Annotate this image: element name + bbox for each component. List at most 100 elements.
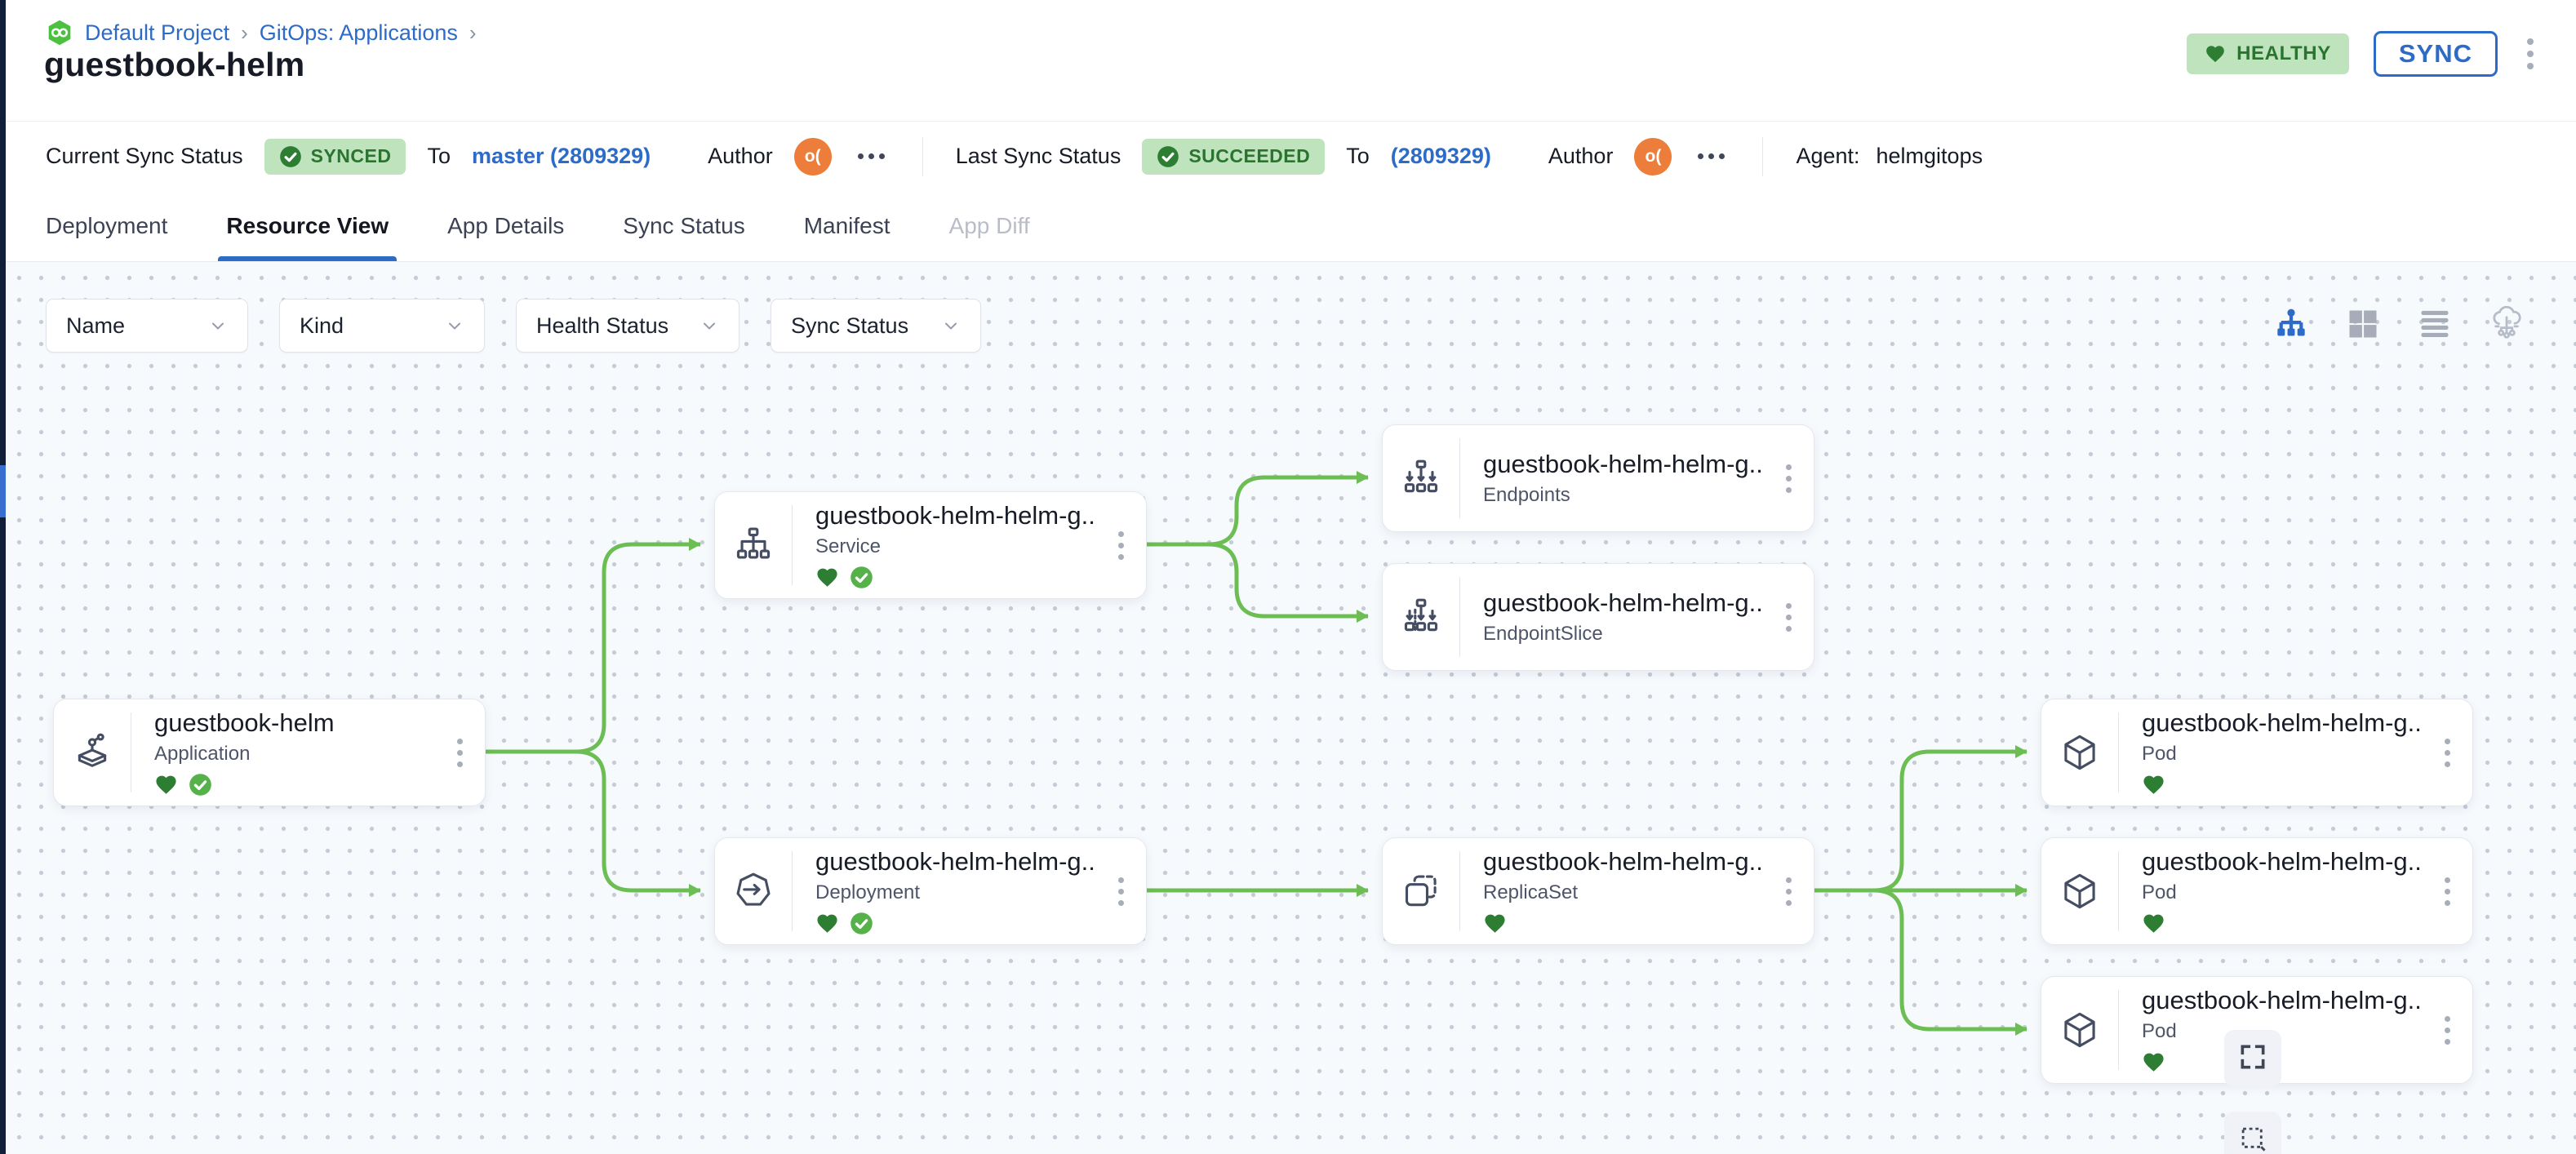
breadcrumb: Default Project › GitOps: Applications › (46, 16, 477, 49)
author-avatar[interactable]: o( (793, 137, 832, 175)
sync-status-bar: Current Sync Status SYNCED To master (28… (0, 121, 2576, 192)
chevron-down-icon (208, 316, 228, 335)
current-revision-link[interactable]: master (2809329) (472, 144, 651, 168)
node-menu-kebab[interactable] (2422, 977, 2472, 1083)
healthy-heart-icon (2142, 773, 2165, 797)
last-sync-kebab[interactable] (1693, 149, 1730, 164)
synced-check-icon (850, 566, 873, 589)
resource-kind: Pod (2142, 1020, 2177, 1042)
divider (2118, 990, 2119, 1070)
agent-label: Agent: (1796, 144, 1860, 168)
health-status-badge: HEALTHY (2187, 33, 2349, 74)
breadcrumb-gitops-applications[interactable]: GitOps: Applications (259, 20, 458, 45)
resource-node-deployment[interactable]: guestbook-helm-helm-g... Deployment (714, 837, 1147, 945)
synced-check-icon (850, 912, 873, 935)
cluster-view-icon[interactable] (2488, 305, 2525, 343)
resource-name: guestbook-helm-helm-g... (1483, 588, 1763, 617)
current-sync-section: Current Sync Status SYNCED To master (28… (46, 137, 890, 175)
node-menu-kebab[interactable] (1763, 838, 1814, 944)
left-nav-sliver[interactable] (0, 0, 6, 1154)
filter-kind[interactable]: Kind (279, 299, 485, 353)
application-icon (54, 699, 131, 806)
succeeded-badge: SUCCEEDED (1142, 138, 1326, 175)
divider (2118, 851, 2119, 931)
tab-app-details[interactable]: App Details (447, 213, 565, 238)
app-menu-kebab[interactable] (2522, 33, 2538, 74)
divider (1459, 577, 1460, 657)
resource-kind: ReplicaSet (1483, 881, 1579, 903)
heart-icon (2206, 46, 2224, 63)
resource-status-icons (1483, 912, 1763, 935)
sync-button[interactable]: SYNC (2373, 31, 2498, 77)
pod-icon (2041, 838, 2118, 944)
node-menu-kebab[interactable] (434, 699, 485, 806)
divider (922, 136, 923, 176)
left-nav-active-indicator (0, 465, 6, 517)
resource-status-icons (815, 912, 1095, 935)
deployment-icon (715, 838, 792, 944)
filter-sync-status[interactable]: Sync Status (771, 299, 981, 353)
tree-view-icon[interactable] (2272, 305, 2310, 343)
node-menu-kebab[interactable] (2422, 838, 2472, 944)
node-menu-kebab[interactable] (1763, 425, 1814, 531)
last-revision-link[interactable]: (2809329) (1390, 144, 1491, 168)
tab-resource-view[interactable]: Resource View (197, 191, 418, 261)
resource-name: guestbook-helm-helm-g... (1483, 450, 1763, 478)
healthy-heart-icon (2142, 912, 2165, 935)
node-menu-kebab[interactable] (1763, 564, 1814, 670)
fit-view-button[interactable] (2224, 1030, 2281, 1087)
breadcrumb-separator: › (469, 20, 477, 45)
tab-deployment[interactable]: Deployment (46, 213, 168, 238)
filter-health-status[interactable]: Health Status (516, 299, 739, 353)
filter-label: Health Status (536, 313, 669, 338)
filter-name[interactable]: Name (46, 299, 248, 353)
grid-view-icon[interactable] (2344, 305, 2382, 343)
tab-app-diff: App Diff (948, 213, 1030, 238)
service-icon (715, 492, 792, 598)
resource-node-pod-2[interactable]: guestbook-helm-helm-g... Pod (2041, 837, 2473, 945)
page-title: guestbook-helm (44, 46, 305, 83)
endpointslice-icon (1383, 564, 1459, 670)
resource-name: guestbook-helm-helm-g... (2142, 708, 2422, 737)
header-actions: HEALTHY SYNC (2187, 31, 2538, 77)
healthy-heart-icon (2142, 1050, 2165, 1074)
author-avatar[interactable]: o( (1634, 137, 1672, 175)
resource-node-endpoints[interactable]: guestbook-helm-helm-g... Endpoints (1382, 424, 1814, 532)
check-circle-icon (1157, 145, 1179, 167)
filter-label: Kind (300, 313, 344, 338)
chevron-down-icon (700, 316, 719, 335)
healthy-heart-icon (815, 912, 839, 935)
last-sync-section: Last Sync Status SUCCEEDED To (2809329) … (956, 137, 1730, 175)
agent-value: helmgitops (1876, 144, 1983, 168)
current-sync-label: Current Sync Status (46, 144, 243, 168)
breadcrumb-separator: › (241, 20, 248, 45)
selection-mode-button[interactable] (2224, 1112, 2281, 1154)
node-menu-kebab[interactable] (1095, 838, 1146, 944)
resource-status-icons (2142, 1050, 2422, 1074)
synced-check-icon (189, 773, 212, 797)
resource-node-pod-1[interactable]: guestbook-helm-helm-g... Pod (2041, 699, 2473, 806)
current-sync-kebab[interactable] (853, 149, 890, 164)
list-view-icon[interactable] (2416, 305, 2454, 343)
filter-label: Sync Status (791, 313, 909, 338)
healthy-heart-icon (815, 566, 839, 589)
endpoints-icon (1383, 425, 1459, 531)
resource-node-endpointslice[interactable]: guestbook-helm-helm-g... EndpointSlice (1382, 563, 1814, 671)
pod-icon (2041, 699, 2118, 806)
node-menu-kebab[interactable] (1095, 492, 1146, 598)
resource-node-replicaset[interactable]: guestbook-helm-helm-g... ReplicaSet (1382, 837, 1814, 945)
resource-status-icons (154, 773, 434, 797)
filter-label: Name (66, 313, 126, 338)
breadcrumb-default-project[interactable]: Default Project (85, 20, 230, 45)
chevron-down-icon (445, 316, 464, 335)
healthy-heart-icon (1483, 912, 1507, 935)
tab-manifest[interactable]: Manifest (803, 213, 890, 238)
resource-name: guestbook-helm-helm-g... (2142, 986, 2422, 1014)
tab-sync-status[interactable]: Sync Status (623, 213, 745, 238)
resource-node-application[interactable]: guestbook-helm Application (53, 699, 486, 806)
node-menu-kebab[interactable] (2422, 699, 2472, 806)
divider (2118, 712, 2119, 792)
resource-node-service[interactable]: guestbook-helm-helm-g... Service (714, 491, 1147, 599)
resource-kind: Pod (2142, 881, 2177, 903)
